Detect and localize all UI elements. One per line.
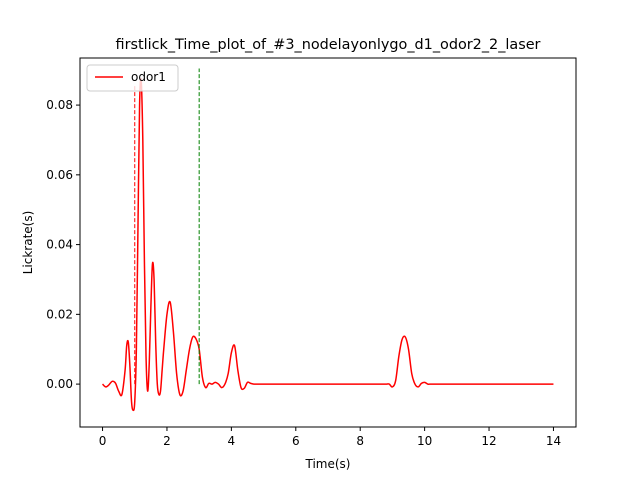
x-tick-label: 0	[99, 434, 107, 448]
legend-box	[86, 64, 179, 92]
series-line-odor1	[102, 77, 554, 412]
y-tick-label: 0.06	[46, 168, 73, 182]
x-tick-label: 4	[228, 434, 236, 448]
series-layer	[102, 77, 554, 412]
y-tick-label: 0.00	[46, 377, 73, 391]
y-tick-label: 0.02	[46, 307, 73, 321]
vline-layer	[134, 68, 200, 385]
y-axis-ticks: 0.00 0.02 0.04 0.06 0.08	[46, 98, 80, 391]
axes-frame	[79, 57, 577, 428]
x-tick-label: 12	[481, 434, 496, 448]
x-tick-label: 2	[163, 434, 171, 448]
y-tick-label: 0.08	[46, 98, 73, 112]
x-axis-ticks: 0 2 4 6 8 10 12 14	[99, 427, 561, 448]
plot-area	[79, 57, 577, 428]
y-tick-label: 0.04	[46, 238, 73, 252]
x-tick-label: 8	[356, 434, 364, 448]
legend: odor1	[86, 64, 179, 92]
y-axis-label: Lickrate(s)	[21, 211, 35, 275]
x-tick-label: 6	[292, 434, 300, 448]
x-axis-label: Time(s)	[305, 457, 351, 471]
x-tick-label: 14	[546, 434, 561, 448]
x-tick-label: 10	[417, 434, 432, 448]
legend-label: odor1	[131, 70, 166, 84]
chart-title: firstlick_Time_plot_of_#3_nodelayonlygo_…	[116, 37, 541, 53]
